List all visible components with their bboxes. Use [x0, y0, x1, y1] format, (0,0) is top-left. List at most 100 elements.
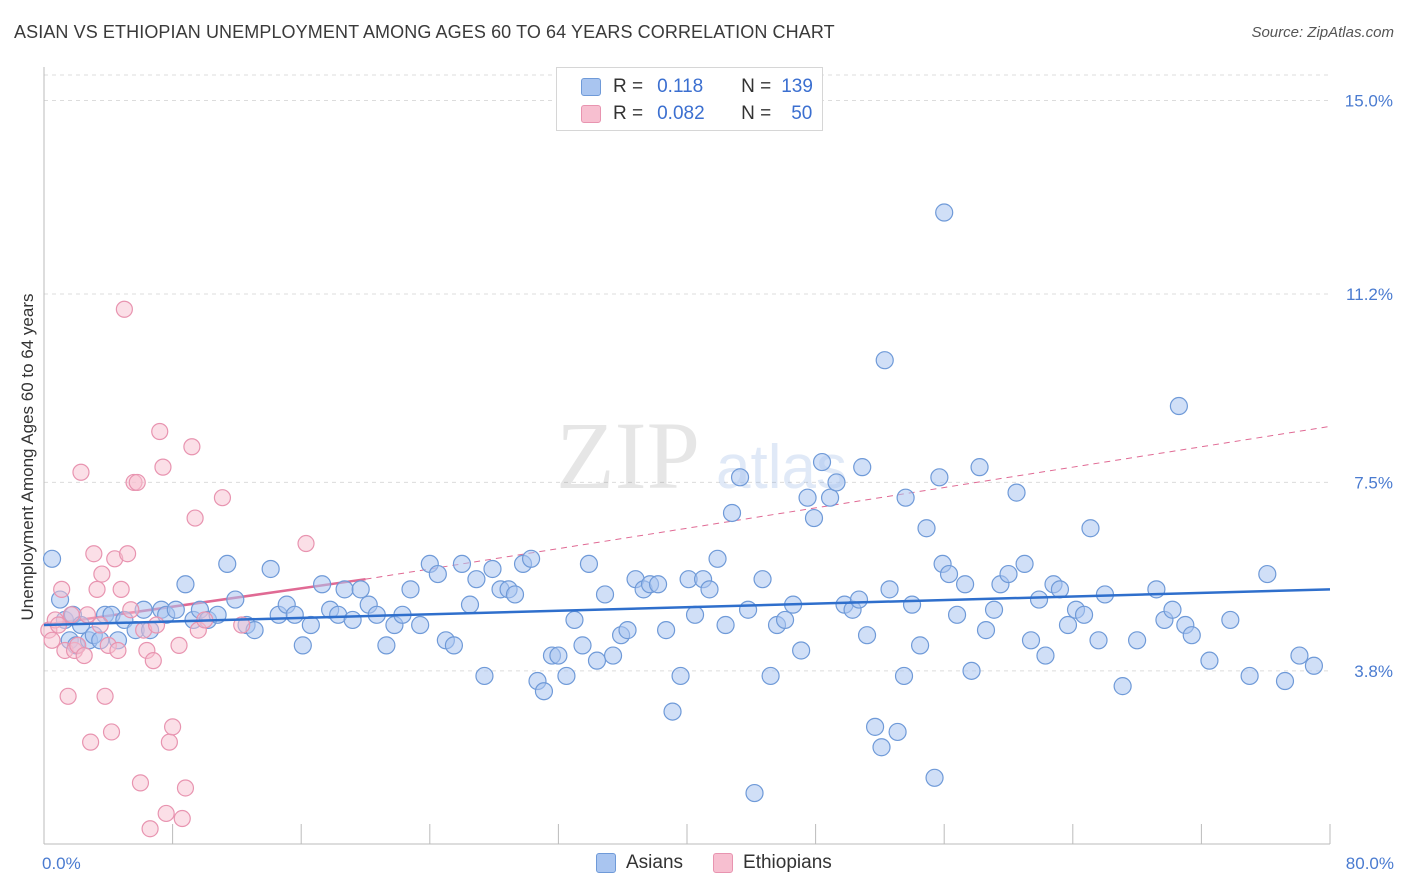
asian-point-47	[411, 615, 430, 635]
ethiopian-point-42	[176, 779, 195, 797]
legend-n-label: N =	[741, 103, 772, 124]
asian-point-98	[798, 488, 817, 507]
asian-point-156	[853, 458, 872, 477]
ethiopian-point-33	[144, 652, 162, 670]
asian-point-61	[521, 549, 541, 568]
source-label: Source: ZipAtlas.com	[1251, 24, 1394, 41]
asian-point-38	[335, 580, 354, 599]
asian-trend	[43, 588, 1331, 627]
asian-point-120	[962, 661, 981, 680]
legend-r-value: 0.082	[657, 103, 705, 124]
legend-r-label: R =	[613, 103, 644, 124]
asian-point-88	[722, 503, 742, 523]
ethiopian-point-41	[173, 809, 191, 828]
asian-point-126	[1007, 483, 1026, 502]
y-tick-label-1: 7.5%	[1354, 473, 1393, 492]
asian-point-125	[999, 564, 1018, 584]
asian-point-56	[483, 559, 502, 579]
asian-point-0	[42, 549, 62, 568]
asian-point-117	[939, 564, 959, 584]
asian-point-114	[917, 519, 936, 538]
x-tick-label-0: 0.0%	[42, 854, 81, 873]
ethiopian-point-13	[82, 733, 100, 751]
legend-r-value: 0.118	[657, 76, 704, 97]
asian-trend-line	[43, 588, 1331, 627]
bottom-legend-swatch-asians	[596, 853, 616, 873]
ethiopian-point-49	[297, 534, 315, 553]
asian-point-122	[976, 621, 996, 640]
ethiopian-point-1	[43, 631, 61, 649]
asian-point-95	[775, 610, 795, 630]
ethiopian-point-7	[62, 606, 80, 624]
asian-point-128	[1021, 631, 1041, 650]
bottom-legend-label-asians: Asians	[626, 852, 684, 873]
asian-point-78	[648, 575, 668, 594]
asian-point-121	[970, 458, 989, 477]
ethiopian-point-14	[85, 545, 103, 563]
legend-n-value: 50	[791, 103, 813, 124]
asian-point-155	[875, 351, 894, 370]
legend-row-ethiopians: R = 0.082 N = 50	[581, 102, 812, 126]
asian-point-130	[1036, 646, 1055, 665]
asian-point-69	[579, 554, 599, 574]
asian-point-136	[1081, 519, 1100, 538]
asian-point-80	[663, 702, 682, 721]
ethiopian-point-44	[186, 509, 204, 527]
asian-point-148	[1221, 610, 1240, 630]
asian-point-146	[1182, 626, 1201, 645]
asian-point-118	[947, 605, 967, 624]
asian-point-129	[1029, 590, 1049, 609]
asian-point-150	[1258, 564, 1277, 584]
asian-point-133	[1058, 615, 1078, 635]
ethiopian-point-24	[115, 300, 133, 318]
y-tick-labels: 3.8% 7.5% 11.2% 15.0%	[1345, 91, 1393, 680]
asian-point-157	[896, 488, 915, 507]
asian-point-87	[716, 615, 735, 635]
watermark: ZIP atlas	[556, 402, 847, 509]
x-tick-label-1: 80.0%	[1346, 854, 1394, 873]
asian-point-107	[865, 717, 885, 736]
ethiopian-point-26	[122, 601, 140, 619]
asian-point-90	[738, 600, 758, 619]
asian-point-46	[401, 580, 420, 599]
asian-point-68	[573, 636, 592, 655]
asian-point-132	[1050, 580, 1070, 599]
asian-point-99	[804, 508, 824, 528]
legend-r-label: R =	[613, 76, 644, 97]
asian-point-100	[812, 452, 832, 472]
legend-row-asians: R = 0.118 N = 139	[581, 75, 813, 99]
asian-point-143	[1163, 600, 1182, 619]
ethiopian-point-25	[118, 545, 137, 563]
asian-point-32	[285, 605, 304, 624]
asian-point-39	[343, 610, 362, 630]
asian-point-49	[428, 564, 447, 584]
asian-point-112	[902, 595, 922, 614]
ethiopian-point-22	[109, 641, 127, 660]
asian-point-144	[1169, 396, 1188, 416]
asian-point-101	[820, 488, 840, 507]
asian-point-40	[351, 580, 370, 599]
chart-title: ASIAN VS ETHIOPIAN UNEMPLOYMENT AMONG AG…	[14, 22, 835, 42]
asian-point-81	[671, 666, 690, 686]
asian-point-43	[377, 636, 396, 655]
asian-point-26	[226, 590, 245, 609]
asian-point-108	[872, 738, 891, 757]
ethiopian-point-36	[154, 458, 172, 476]
ethiopian-point-29	[131, 774, 150, 792]
ethiopian-points	[40, 300, 315, 838]
asian-point-140	[1127, 631, 1147, 650]
bottom-legend-label-ethiopians: Ethiopians	[743, 852, 832, 873]
asian-point-66	[557, 666, 576, 686]
asian-point-105	[849, 590, 869, 609]
y-axis-label: Unemployment Among Ages 60 to 64 years	[18, 294, 37, 621]
ethiopian-point-28	[128, 473, 146, 492]
ethiopian-point-32	[141, 820, 159, 838]
legend-swatch-ethiopians	[581, 105, 601, 123]
asian-point-111	[894, 666, 914, 686]
ethiopian-point-11	[75, 646, 93, 665]
legend-n-label: N =	[741, 76, 772, 97]
ethiopian-point-17	[93, 565, 111, 583]
asian-point-86	[708, 549, 727, 568]
x-tick-labels: 0.0% 80.0%	[42, 854, 1394, 873]
